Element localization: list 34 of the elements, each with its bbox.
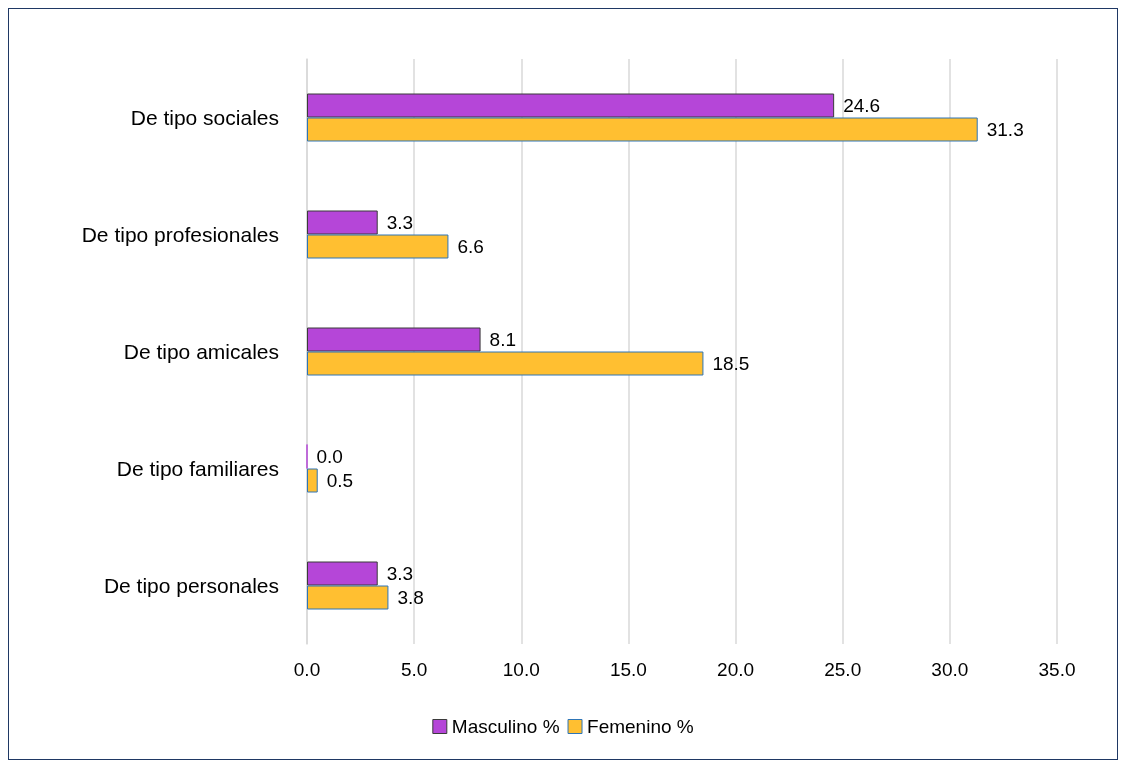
bar (307, 468, 318, 493)
x-tick-label: 35.0 (1038, 659, 1076, 680)
bar (307, 234, 449, 259)
x-tick-label: 10.0 (502, 659, 540, 680)
y-tick-label: De tipo profesionales (81, 223, 279, 246)
x-tick-label: 20.0 (717, 659, 755, 680)
bar (307, 585, 389, 610)
bar (307, 117, 978, 142)
x-tick-label: 5.0 (400, 659, 428, 680)
legend-label: Masculino % (451, 716, 560, 737)
y-tick-label: De tipo sociales (130, 106, 279, 129)
data-label: 0.0 (316, 446, 343, 467)
bar (307, 351, 704, 376)
bar (307, 210, 378, 235)
x-tick-label: 30.0 (931, 659, 969, 680)
legend-label: Femenino % (587, 716, 694, 737)
data-label: 0.5 (326, 470, 354, 491)
data-label: 18.5 (712, 353, 750, 374)
data-label: 8.1 (489, 329, 516, 350)
y-tick-label: De tipo familiares (116, 457, 279, 480)
data-label: 31.3 (986, 119, 1024, 140)
bar (307, 561, 378, 586)
x-tick-label: 25.0 (824, 659, 862, 680)
x-tick-label: 0.0 (293, 659, 321, 680)
y-tick-label: De tipo amicales (123, 340, 279, 363)
data-label: 3.3 (386, 212, 414, 233)
y-tick-label: De tipo personales (103, 574, 279, 597)
data-label: 3.8 (397, 587, 424, 608)
bar (307, 93, 835, 118)
data-label: 3.3 (386, 563, 414, 584)
data-label: 6.6 (457, 236, 484, 257)
x-tick-label: 15.0 (609, 659, 647, 680)
data-label: 24.6 (843, 95, 881, 116)
bar (307, 327, 481, 352)
